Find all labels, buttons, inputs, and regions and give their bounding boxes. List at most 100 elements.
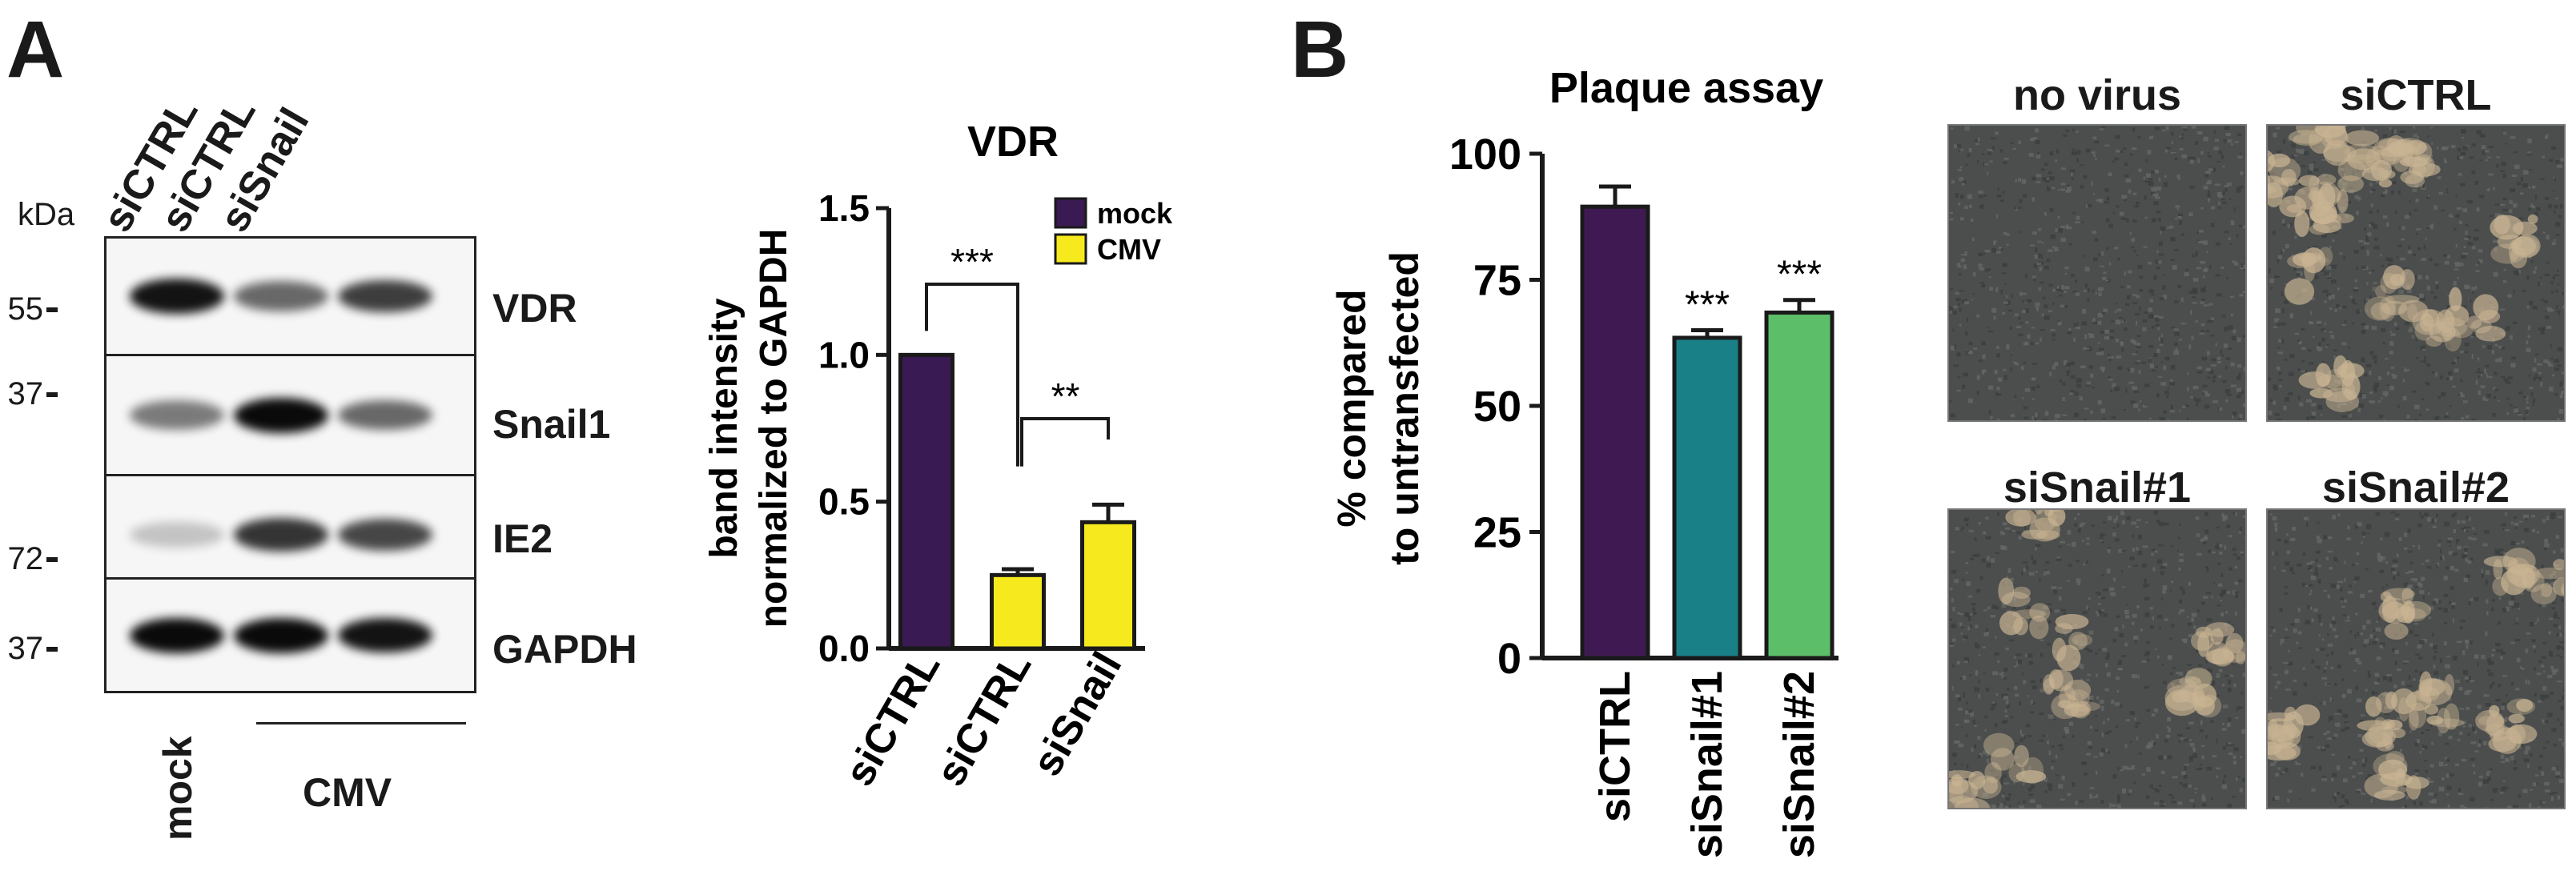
cell-speckle (2518, 711, 2522, 716)
cell-speckle (2506, 606, 2510, 612)
cell-speckle (2137, 674, 2140, 679)
cell-speckle (1973, 347, 1978, 350)
cell-speckle (1962, 578, 1964, 581)
plaque-spot (2553, 559, 2564, 571)
blot-band (234, 397, 328, 433)
cell-speckle (2528, 207, 2532, 211)
cell-speckle (2071, 171, 2073, 177)
cell-speckle (2528, 186, 2531, 189)
cell-speckle (2474, 286, 2478, 290)
cell-speckle (2092, 257, 2098, 262)
cell-speckle (2415, 199, 2419, 203)
cell-speckle (2004, 806, 2009, 808)
cell-speckle (2029, 799, 2035, 804)
cell-speckle (2369, 351, 2374, 355)
cell-speckle (2164, 522, 2169, 526)
cell-speckle (2542, 519, 2546, 524)
cell-speckle (2233, 207, 2236, 211)
cell-speckle (2406, 414, 2410, 419)
plaque-spot (2029, 615, 2049, 640)
cell-speckle (1992, 671, 1999, 676)
cell-speckle (2136, 335, 2141, 337)
cell-speckle (2038, 739, 2044, 742)
cell-speckle (2050, 329, 2056, 331)
cell-speckle (2521, 540, 2525, 544)
cell-speckle (2234, 141, 2239, 143)
cell-speckle (2495, 643, 2501, 647)
plaque-spot (2449, 323, 2474, 339)
cell-speckle (2438, 540, 2441, 542)
cell-speckle (2526, 305, 2530, 309)
cell-speckle (2289, 371, 2291, 376)
cell-speckle (2447, 804, 2450, 808)
plaque-spot (2337, 175, 2365, 193)
cell-speckle (2173, 328, 2179, 331)
cell-speckle (2288, 391, 2293, 395)
cell-speckle (2313, 335, 2315, 339)
cell-speckle (2444, 158, 2446, 163)
cell-speckle (1987, 606, 1991, 610)
cell-speckle (2527, 764, 2530, 769)
cell-speckle (2291, 155, 2296, 159)
cell-speckle (2246, 671, 2247, 672)
cell-speckle (2502, 780, 2506, 782)
plaque-spot (1991, 748, 2015, 771)
cell-speckle (2538, 371, 2542, 375)
cell-speckle (2216, 543, 2220, 547)
cell-speckle (2125, 719, 2130, 722)
cell-speckle (2237, 155, 2243, 159)
panel-b-letter: B (1291, 5, 1349, 94)
cell-speckle (2348, 347, 2351, 349)
cell-speckle (2098, 199, 2104, 203)
cell-speckle (2007, 233, 2010, 236)
cell-speckle (2449, 405, 2452, 407)
cell-speckle (2233, 684, 2236, 688)
cell-speckle (2445, 773, 2449, 778)
cell-speckle (2295, 161, 2299, 164)
cell-speckle (2294, 618, 2300, 623)
cell-speckle (2163, 365, 2167, 371)
cell-speckle (2104, 688, 2109, 692)
cell-speckle (2018, 660, 2022, 664)
cell-speckle (1978, 359, 1983, 363)
cell-speckle (2407, 250, 2413, 254)
cell-speckle (2147, 658, 2150, 661)
cell-speckle (2329, 307, 2333, 310)
cell-speckle (2510, 755, 2514, 761)
cell-speckle (1978, 522, 1981, 525)
cell-speckle (2151, 741, 2155, 743)
cell-speckle (2104, 329, 2110, 334)
cell-speckle (1962, 692, 1966, 694)
cell-speckle (2072, 541, 2076, 547)
cell-speckle (2144, 195, 2147, 200)
cell-speckle (2417, 739, 2421, 744)
cell-speckle (2192, 747, 2196, 751)
cell-speckle (2084, 283, 2088, 288)
cell-speckle (2073, 322, 2079, 327)
cell-speckle (2403, 548, 2408, 550)
cell-speckle (2361, 793, 2366, 795)
cell-speckle (2170, 404, 2173, 410)
cell-speckle (2382, 676, 2388, 680)
cell-speckle (2554, 210, 2556, 214)
cell-speckle (2310, 297, 2315, 301)
cell-speckle (2177, 536, 2180, 540)
cell-speckle (2459, 262, 2464, 267)
cell-speckle (2319, 619, 2321, 624)
cell-speckle (2132, 674, 2137, 679)
cell-speckle (2559, 641, 2564, 644)
cell-speckle (2035, 154, 2041, 159)
cell-speckle (2040, 688, 2044, 692)
cell-speckle (2076, 215, 2080, 220)
cell-speckle (2133, 635, 2139, 640)
cell-speckle (2040, 168, 2046, 171)
cell-speckle (2169, 589, 2172, 592)
cell-speckle (2359, 632, 2364, 636)
cell-speckle (2111, 804, 2117, 807)
cell-speckle (2219, 407, 2223, 411)
cell-speckle (2557, 700, 2562, 703)
cell-speckle (2465, 640, 2469, 644)
cell-speckle (1996, 387, 2000, 391)
cell-speckle (2371, 601, 2377, 606)
cell-speckle (2132, 353, 2137, 355)
